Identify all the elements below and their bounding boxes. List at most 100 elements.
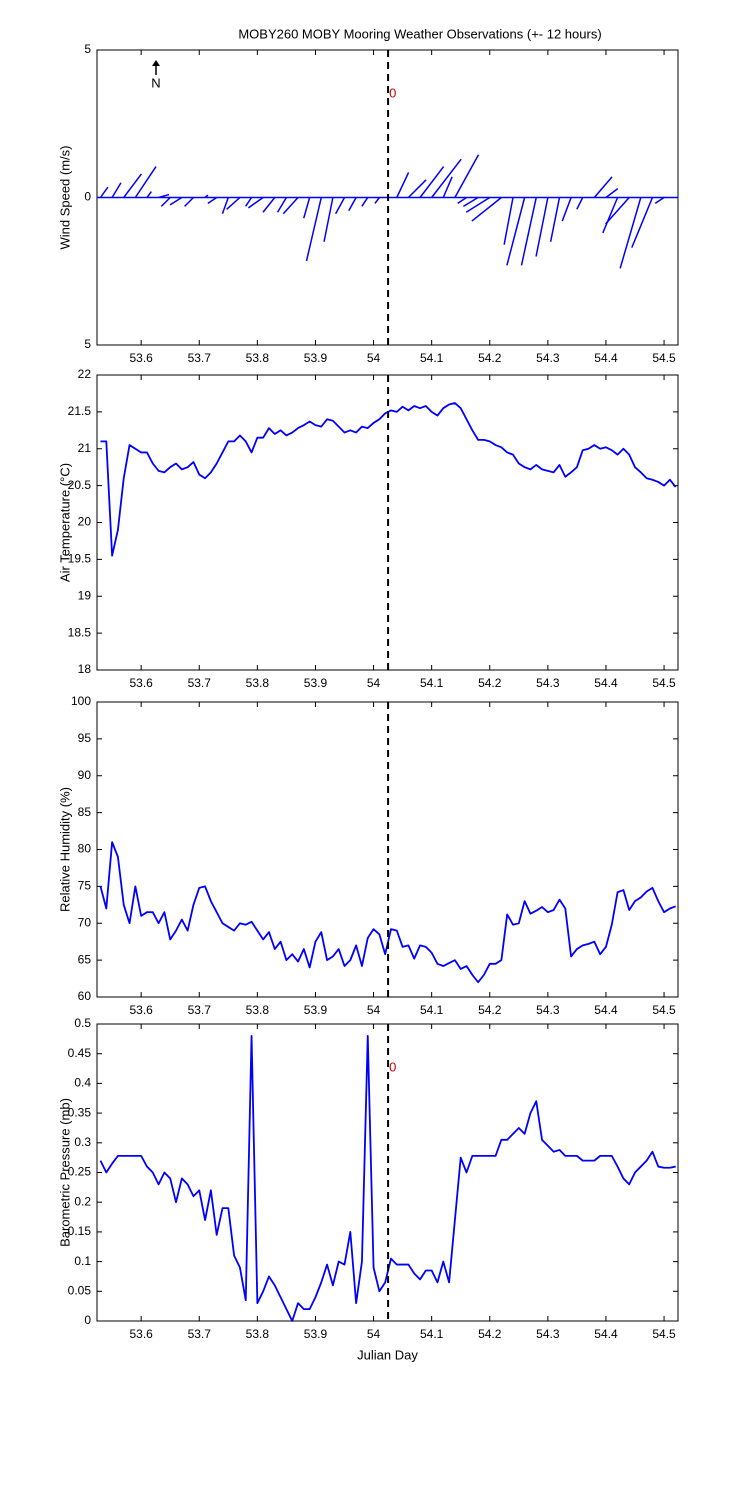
y-axis-label: Wind Speed (m/s) — [57, 145, 72, 249]
x-tick-label: 53.6 — [129, 1003, 153, 1017]
y-tick-label: 19 — [78, 588, 92, 602]
y-tick-label: 0.05 — [68, 1283, 92, 1297]
wind-stick — [631, 197, 654, 248]
y-tick-label: 5 — [84, 337, 91, 351]
wind-stick — [221, 197, 230, 214]
x-tick-label: 54.1 — [420, 676, 444, 690]
wind-stick — [134, 166, 157, 198]
wind-stick — [111, 182, 122, 198]
x-tick-label: 54.5 — [652, 1327, 676, 1341]
wind-stick — [465, 196, 491, 213]
x-tick-label: 54.3 — [536, 1003, 560, 1017]
x-tick-label: 54.3 — [536, 1327, 560, 1341]
x-tick-label: 53.8 — [246, 1327, 270, 1341]
wind-stick — [247, 196, 264, 209]
wind-stick — [457, 196, 467, 205]
wind-stick — [454, 154, 480, 198]
wind-stick — [323, 197, 334, 242]
x-tick-label: 53.7 — [188, 351, 212, 365]
x-tick-label: 54.4 — [594, 1327, 618, 1341]
y-tick-label: 80 — [78, 842, 92, 856]
wind-stick — [605, 197, 630, 225]
x-tick-label: 53.7 — [188, 676, 212, 690]
y-tick-label: 18.5 — [68, 625, 92, 639]
wind-stick — [303, 197, 311, 219]
x-tick-label: 53.6 — [129, 676, 153, 690]
y-tick-label: 0.1 — [74, 1254, 91, 1268]
x-tick-label: 54.3 — [536, 676, 560, 690]
wind-stick — [184, 196, 194, 207]
y-tick-label: 0.45 — [68, 1046, 92, 1060]
x-tick-label: 54.1 — [420, 351, 444, 365]
wind-stick — [123, 173, 143, 198]
wind-stick — [463, 196, 479, 207]
wind-stick — [374, 197, 380, 204]
x-tick-label: 54 — [367, 676, 381, 690]
x-tick-label: 54 — [367, 1327, 381, 1341]
x-tick-label: 54.2 — [478, 1003, 502, 1017]
wind-stick — [471, 196, 502, 222]
y-axis-label: Barometric Pressure (mb) — [57, 1098, 72, 1247]
x-tick-label: 54 — [367, 351, 381, 365]
y-tick-label: 100 — [71, 694, 91, 708]
x-tick-label: 53.7 — [188, 1327, 212, 1341]
wind-stick — [282, 196, 299, 215]
x-tick-label: 53.9 — [304, 676, 328, 690]
x-tick-label: 54.5 — [652, 351, 676, 365]
north-arrow-head — [152, 60, 160, 66]
wind-stick — [99, 186, 109, 198]
y-tick-label: 85 — [78, 805, 92, 819]
wind-stick — [619, 197, 642, 269]
wind-stick — [520, 197, 537, 266]
wind-stick — [576, 197, 584, 210]
wind-stick — [204, 194, 209, 199]
x-tick-label: 53.7 — [188, 1003, 212, 1017]
wind-stick — [207, 196, 218, 205]
wind-stick — [503, 197, 514, 245]
y-tick-label: 19.5 — [68, 552, 92, 566]
x-tick-label: 54.4 — [594, 676, 618, 690]
x-tick-label: 54.2 — [478, 676, 502, 690]
y-tick-label: 22 — [78, 367, 92, 381]
y-tick-label: 65 — [78, 952, 92, 966]
wind-stick — [442, 176, 453, 198]
wind-stick — [593, 176, 613, 198]
wind-stick — [305, 197, 322, 262]
x-tick-label: 54.2 — [478, 351, 502, 365]
wind-stick — [419, 166, 445, 198]
x-tick-label: 53.8 — [246, 1003, 270, 1017]
y-tick-label: 0 — [84, 190, 91, 204]
x-axis-label: Julian Day — [357, 1347, 418, 1362]
wind-stick — [549, 197, 561, 242]
x-tick-label: 53.6 — [129, 1327, 153, 1341]
y-axis-label: Relative Humidity (%) — [57, 787, 72, 912]
x-tick-label: 53.9 — [304, 1327, 328, 1341]
y-tick-label: 0.25 — [68, 1165, 92, 1179]
wind-stick — [506, 197, 526, 266]
wind-stick — [276, 197, 288, 213]
y-tick-label: 18 — [78, 662, 92, 676]
x-tick-label: 53.9 — [304, 351, 328, 365]
y-tick-label: 75 — [78, 879, 92, 893]
y-tick-label: 60 — [78, 989, 92, 1003]
wind-stick — [169, 196, 183, 206]
y-tick-label: 0.2 — [74, 1194, 91, 1208]
x-tick-label: 54 — [367, 1003, 381, 1017]
wind-stick — [160, 196, 171, 207]
wind-stick — [535, 197, 549, 257]
x-tick-label: 54.4 — [594, 1003, 618, 1017]
y-tick-label: 21 — [78, 441, 92, 455]
x-tick-label: 53.8 — [246, 351, 270, 365]
y-tick-label: 0.5 — [74, 1016, 91, 1030]
y-tick-label: 90 — [78, 768, 92, 782]
x-tick-label: 54.4 — [594, 351, 618, 365]
wind-stick — [334, 197, 346, 215]
wind-stick — [361, 197, 369, 207]
wind-stick — [226, 196, 241, 210]
wind-stick — [245, 197, 253, 207]
wind-stick — [602, 197, 619, 234]
x-tick-label: 53.8 — [246, 676, 270, 690]
chart-title: MOBY260 MOBY Mooring Weather Observation… — [238, 26, 601, 41]
wind-stick — [146, 191, 152, 198]
